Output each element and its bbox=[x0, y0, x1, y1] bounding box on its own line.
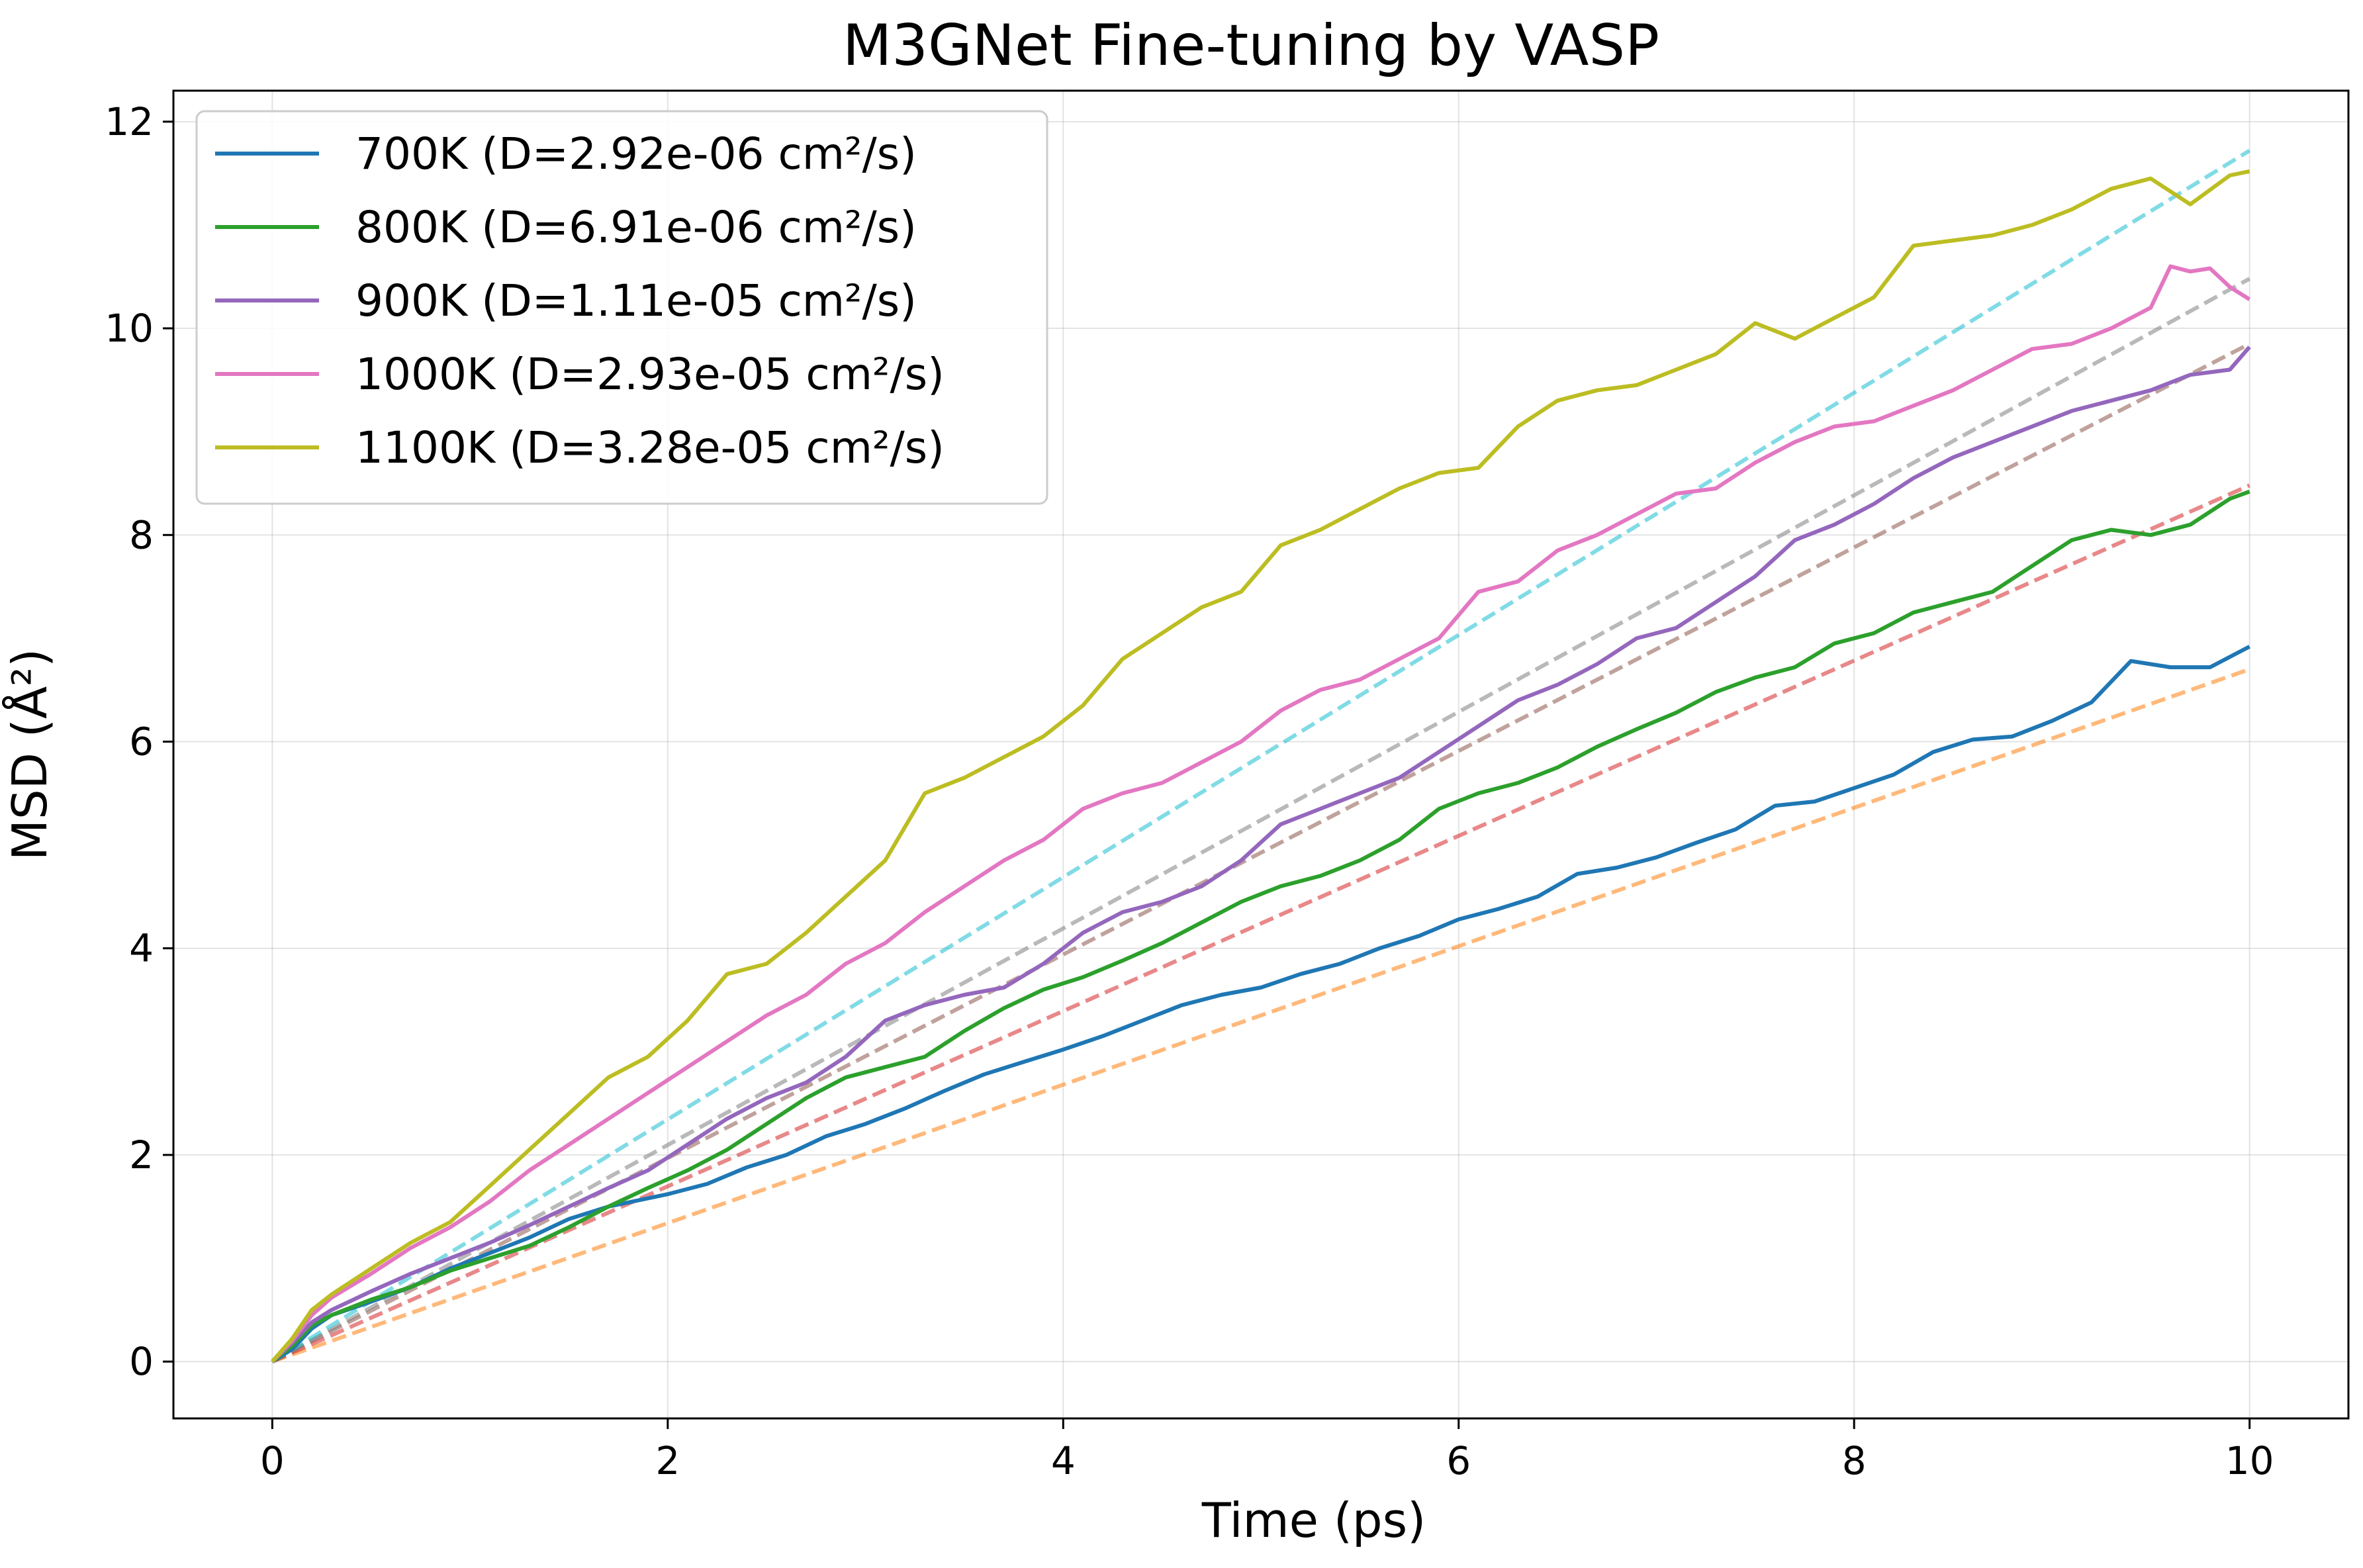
y-tick-label: 2 bbox=[129, 1132, 154, 1177]
legend-label: 700K (D=2.92e-06 cm²/s) bbox=[355, 128, 917, 179]
chart-title: M3GNet Fine-tuning by VASP bbox=[843, 13, 1659, 79]
plot-series bbox=[271, 148, 2251, 1363]
legend-label: 800K (D=6.91e-06 cm²/s) bbox=[355, 202, 917, 253]
legend-box bbox=[195, 110, 1048, 505]
legend-label: 900K (D=1.11e-05 cm²/s) bbox=[355, 275, 917, 326]
x-tick-label: 10 bbox=[2225, 1438, 2274, 1483]
x-tick-label: 8 bbox=[1842, 1438, 1867, 1483]
x-axis-label: Time (ps) bbox=[1201, 1493, 1426, 1548]
fit-line-8 bbox=[271, 277, 2251, 1363]
x-tick-label: 4 bbox=[1051, 1438, 1076, 1483]
series-line-4 bbox=[271, 169, 2250, 1363]
series-line-1 bbox=[271, 489, 2250, 1363]
y-tick-label: 12 bbox=[105, 99, 154, 144]
series-line-2 bbox=[271, 346, 2251, 1363]
x-tick-label: 2 bbox=[655, 1438, 680, 1483]
y-tick-label: 4 bbox=[129, 926, 154, 971]
plot-frame bbox=[172, 89, 2350, 1420]
legend: 700K (D=2.92e-06 cm²/s) 800K (D=6.91e-06 … bbox=[195, 110, 1048, 505]
y-tick-label: 8 bbox=[129, 512, 154, 557]
x-tick-label: 6 bbox=[1446, 1438, 1471, 1483]
y-tick-label: 6 bbox=[129, 719, 154, 764]
series-line-3 bbox=[271, 264, 2251, 1363]
legend-label: 1000K (D=2.93e-05 cm²/s) bbox=[355, 349, 945, 400]
legend-label: 1100K (D=3.28e-05 cm²/s) bbox=[355, 422, 945, 473]
axis-ticks: 0 2 4 6 8 10 0 2 4 6 8 10 12 bbox=[105, 99, 2274, 1483]
fit-line-6 bbox=[271, 483, 2250, 1363]
fit-line-9 bbox=[271, 148, 2251, 1363]
y-tick-label: 0 bbox=[129, 1339, 154, 1384]
grid-lines bbox=[173, 91, 2348, 1418]
x-tick-label: 0 bbox=[260, 1438, 285, 1483]
fit-line-5 bbox=[271, 667, 2250, 1363]
series-line-0 bbox=[271, 645, 2250, 1363]
y-tick-label: 10 bbox=[105, 306, 154, 351]
y-axis-label: MSD (Å²) bbox=[2, 649, 58, 860]
